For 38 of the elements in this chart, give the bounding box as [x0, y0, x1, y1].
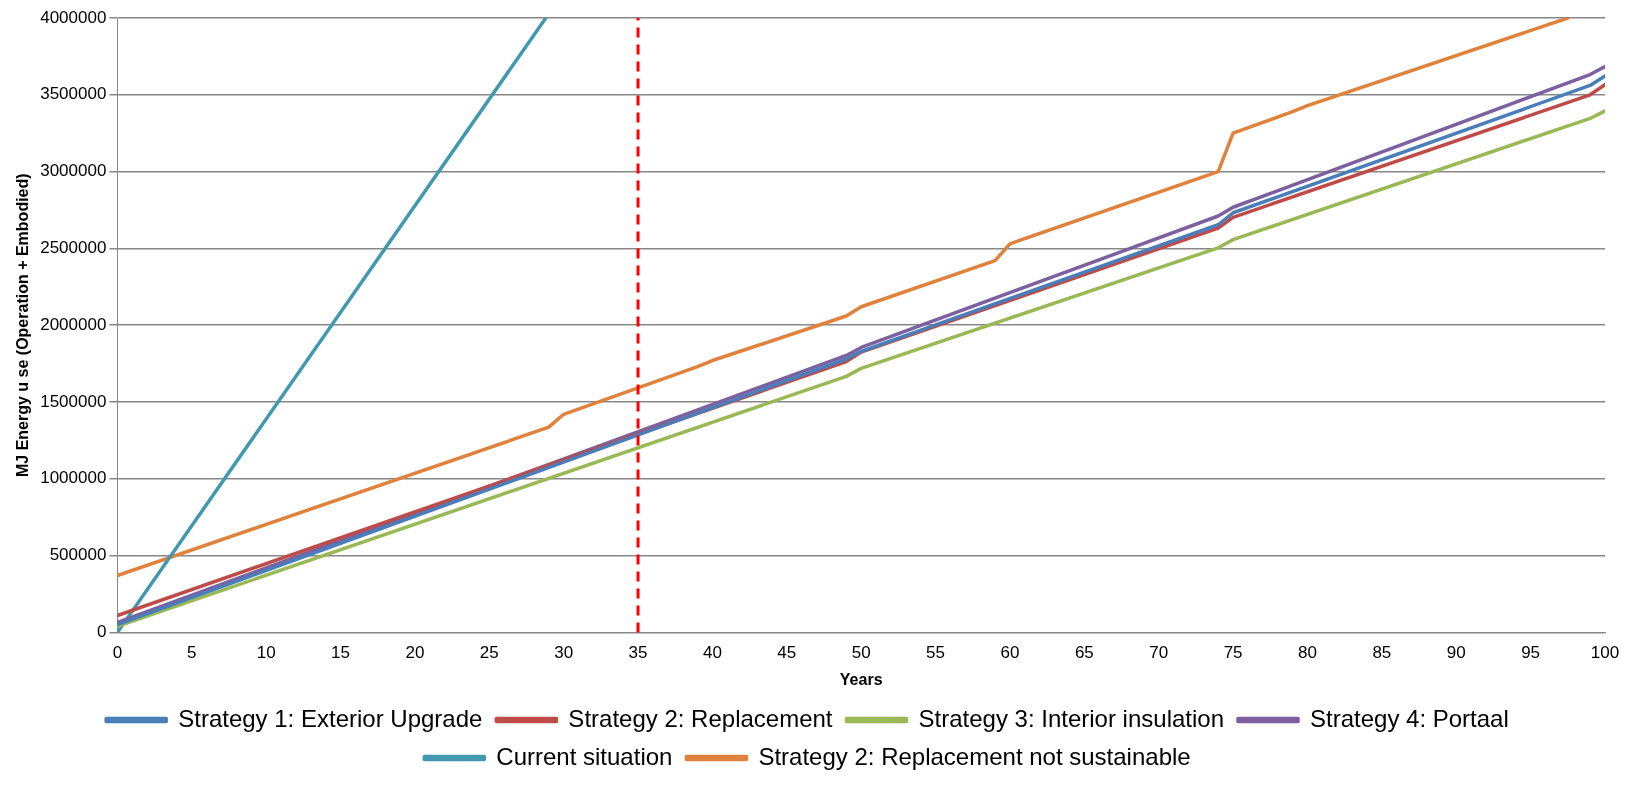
y-tick-label: 4000000: [40, 7, 107, 27]
x-tick-label: 50: [851, 643, 871, 663]
legend-label: Strategy 3: Interior insulation: [918, 704, 1225, 732]
x-tick-label: 5: [187, 643, 197, 663]
x-tick-label: 100: [1590, 643, 1620, 663]
legend-label: Strategy 2: Replacement: [568, 704, 833, 732]
x-tick-label: 70: [1149, 643, 1169, 663]
x-axis-title: Years: [839, 670, 883, 688]
x-tick-label: 35: [628, 643, 648, 663]
x-tick-label: 55: [926, 643, 946, 663]
y-tick-label: 0: [96, 622, 107, 642]
legend-label: Strategy 1: Exterior Upgrade: [178, 704, 483, 732]
x-tick-label: 95: [1521, 643, 1541, 663]
y-tick-label: 3000000: [40, 161, 107, 181]
x-tick-label: 90: [1446, 643, 1466, 663]
y-tick-label: 2500000: [40, 238, 107, 258]
y-tick-label: 1500000: [40, 391, 107, 411]
y-tick-label: 500000: [49, 545, 107, 565]
x-tick-label: 20: [405, 643, 425, 663]
x-tick-label: 25: [479, 643, 499, 663]
y-tick-label: 3500000: [40, 84, 107, 104]
x-tick-label: 10: [256, 643, 276, 663]
x-tick-label: 45: [777, 643, 797, 663]
legend-label: Strategy 4: Portaal: [1310, 704, 1509, 732]
x-tick-label: 0: [112, 643, 123, 663]
x-tick-label: 30: [554, 643, 574, 663]
x-tick-label: 60: [1000, 643, 1020, 663]
x-tick-label: 40: [702, 643, 722, 663]
legend-label: Current situation: [496, 742, 673, 770]
x-tick-label: 85: [1372, 643, 1392, 663]
y-axis-title: MJ Energy u se (Operation + Embodied): [14, 173, 32, 477]
x-tick-label: 65: [1074, 643, 1094, 663]
x-tick-label: 75: [1223, 643, 1243, 663]
x-tick-label: 80: [1298, 643, 1317, 663]
y-tick-label: 1000000: [40, 468, 107, 488]
x-tick-label: 15: [331, 643, 350, 663]
y-tick-label: 2000000: [40, 314, 107, 334]
legend-label: Strategy 2: Replacement not sustainable: [758, 742, 1191, 770]
